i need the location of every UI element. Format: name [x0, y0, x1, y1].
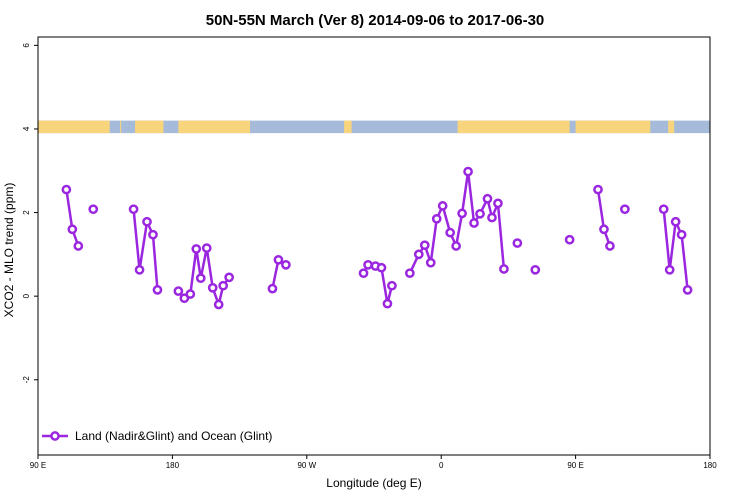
y-tick-label: -2: [22, 376, 31, 384]
data-point: [463, 166, 473, 177]
data-point: [431, 213, 442, 224]
data-point: [605, 241, 615, 251]
data-point: [73, 241, 84, 251]
data-point: [482, 193, 493, 204]
data-point: [658, 204, 669, 215]
data-point: [682, 285, 693, 295]
y-axis: 6 4 2 0 -2: [22, 43, 38, 384]
data-point: [142, 216, 152, 227]
data-point: [173, 286, 184, 296]
x-tick-label: 90 E: [567, 461, 583, 470]
y-tick-label: 2: [22, 210, 31, 215]
data-point: [67, 224, 78, 235]
land-band: [575, 120, 651, 134]
data-point: [382, 298, 393, 309]
x-tick-label: 90 W: [297, 461, 316, 470]
land-band: [135, 120, 164, 134]
data-point: [457, 208, 467, 219]
plot-frame: [37, 36, 711, 456]
data-point: [224, 272, 234, 283]
data-point: [413, 249, 424, 260]
data-point: [387, 280, 397, 291]
legend-label: Land (Nadir&Glint) and Ocean (Glint): [75, 429, 272, 443]
x-tick-label: 0: [439, 461, 444, 470]
data-point: [620, 204, 630, 215]
x-tick-label: 180: [703, 461, 717, 470]
legend: Land (Nadir&Glint) and Ocean (Glint): [42, 429, 272, 443]
data-point: [152, 285, 163, 295]
data-point: [664, 264, 675, 275]
data-point: [267, 283, 278, 294]
data-point: [201, 243, 212, 253]
land-band: [457, 120, 570, 134]
land-band: [38, 120, 110, 134]
data-point: [404, 268, 415, 279]
data-point: [88, 204, 99, 215]
x-tick-label: 180: [166, 461, 180, 470]
y-tick-label: 4: [22, 126, 31, 131]
data-point: [487, 212, 497, 223]
y-axis-label: XCO2 - MLO trend (ppm): [2, 183, 16, 318]
data-point: [213, 299, 224, 310]
data-point: [499, 264, 509, 274]
series-line: [596, 189, 612, 247]
land-band: [120, 120, 122, 134]
data-point: [358, 268, 369, 279]
series-line: [65, 189, 80, 247]
data-point: [281, 259, 291, 270]
data-point: [61, 184, 72, 195]
land-band: [668, 120, 675, 134]
data-point: [195, 273, 206, 284]
data-point: [218, 280, 229, 291]
data-point: [475, 208, 485, 219]
data-point: [207, 282, 218, 293]
data-point: [185, 289, 196, 299]
data-point: [437, 201, 448, 211]
y-tick-label: 0: [22, 293, 31, 298]
data-point: [493, 198, 503, 209]
x-tick-label: 90 E: [30, 461, 46, 470]
data-point: [273, 254, 284, 265]
data-point: [134, 264, 145, 275]
data-point: [469, 218, 479, 228]
data-point: [148, 229, 158, 240]
data-point: [599, 224, 609, 235]
data-point: [451, 241, 461, 251]
land-band: [178, 120, 251, 134]
data-point: [425, 257, 436, 268]
data-point: [363, 259, 373, 270]
x-axis-label: Longitude (deg E): [326, 476, 421, 490]
y-tick-label: 6: [22, 43, 31, 48]
data-point: [676, 229, 687, 240]
data-point: [376, 262, 387, 273]
data-point: [191, 244, 202, 254]
series-layer: [61, 166, 693, 310]
data-point: [564, 234, 575, 245]
data-point: [445, 227, 456, 238]
land-band: [344, 120, 352, 134]
data-point: [419, 240, 430, 251]
data-point: [128, 204, 139, 215]
data-point: [670, 216, 681, 227]
x-axis: 90 E 180 90 W 0 90 E 180: [30, 455, 717, 470]
data-point: [512, 238, 523, 248]
data-point: [593, 184, 603, 195]
land-ocean-strip: [38, 120, 710, 134]
chart-title: 50N-55N March (Ver 8) 2014-09-06 to 2017…: [206, 12, 545, 29]
series-line: [408, 170, 506, 274]
legend-marker: [50, 431, 60, 441]
data-point: [530, 264, 541, 275]
